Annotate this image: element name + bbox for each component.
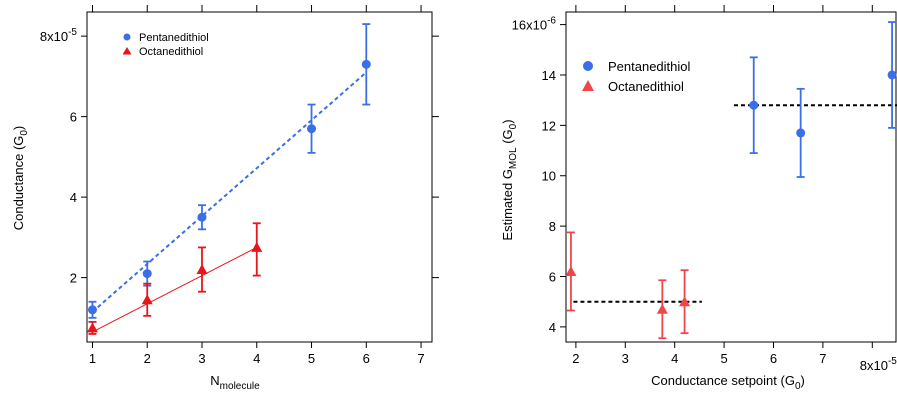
right-x-tick-label: 4	[671, 351, 678, 366]
left-data-point	[197, 212, 207, 222]
right-data-point	[565, 265, 577, 276]
left-x-tick-label: 5	[308, 351, 315, 366]
left-fit-line-1	[92, 246, 257, 333]
left-data-point	[307, 124, 317, 134]
left-x-tick-label: 3	[198, 351, 205, 366]
right-y-tick-label: 8	[549, 219, 556, 234]
right-data-point	[679, 296, 691, 307]
right-data-point	[749, 100, 759, 110]
right-data-point	[656, 303, 668, 314]
left-data-point	[142, 269, 152, 279]
right-y-tick-label: 6	[549, 270, 556, 285]
right-x-axis-title: Conductance setpoint (G0)	[651, 373, 805, 392]
right-y-tick-label: 4	[549, 320, 556, 335]
right-legend-label: Pentanedithiol	[608, 59, 691, 74]
right-legend-marker	[582, 80, 594, 91]
right-y-tick-label: 10	[542, 169, 556, 184]
left-legend-marker	[122, 47, 132, 55]
right-data-point	[796, 128, 806, 138]
right-y-tick-label: 12	[542, 118, 556, 133]
left-legend-marker	[123, 33, 131, 41]
left-y-tick-label: 4	[70, 190, 77, 205]
right-x-tick-label: 5	[720, 351, 727, 366]
left-y-tick-label: 6	[70, 110, 77, 125]
left-data-point	[87, 305, 97, 315]
left-x-tick-label: 7	[417, 351, 424, 366]
right-plot-frame	[565, 11, 897, 343]
left-y-tick-label: 2	[70, 271, 77, 286]
left-legend-label: Octanedithiol	[139, 46, 203, 58]
right-x-tick-label: 8x10-5	[860, 356, 897, 373]
right-legend-marker	[583, 61, 593, 71]
right-x-tick-label: 2	[572, 351, 579, 366]
left-x-axis-title: Nmolecule	[210, 373, 260, 392]
left-data-point	[196, 264, 208, 275]
left-x-tick-label: 4	[253, 351, 260, 366]
right-y-axis-title: Estimated GMOL (G0)	[500, 119, 519, 240]
right-y-tick-label: 16x10-6	[512, 16, 557, 33]
left-plot-frame	[86, 11, 433, 343]
right-y-tick-label: 14	[542, 68, 556, 83]
left-y-tick-label: 8x10-5	[40, 27, 78, 44]
left-chart: 1 2 3 4 5 6 7 2 4 6 8x10-5 Nmolecule Conductance (G0…	[11, 5, 439, 392]
right-data-point	[887, 70, 897, 80]
left-fit-line-0	[91, 71, 367, 313]
left-data-point	[361, 59, 371, 69]
left-x-tick-label: 1	[89, 351, 96, 366]
left-legend-label: Pentanedithiol	[139, 32, 209, 44]
left-y-axis-title: Conductance (G0)	[11, 126, 30, 231]
right-x-tick-label: 7	[819, 351, 826, 366]
right-x-tick-label: 3	[622, 351, 629, 366]
left-data-point	[251, 241, 263, 252]
left-x-tick-label: 6	[363, 351, 370, 366]
right-chart: 2 3 4 5 6 7 8x10-5 4 6 8 10 12 14 16x10-6 Conductance …	[500, 5, 897, 392]
left-x-tick-label: 2	[144, 351, 151, 366]
left-data-point	[141, 294, 153, 305]
right-x-tick-label: 6	[770, 351, 777, 366]
right-legend-label: Octanedithiol	[608, 79, 684, 94]
left-data-point	[86, 322, 98, 333]
